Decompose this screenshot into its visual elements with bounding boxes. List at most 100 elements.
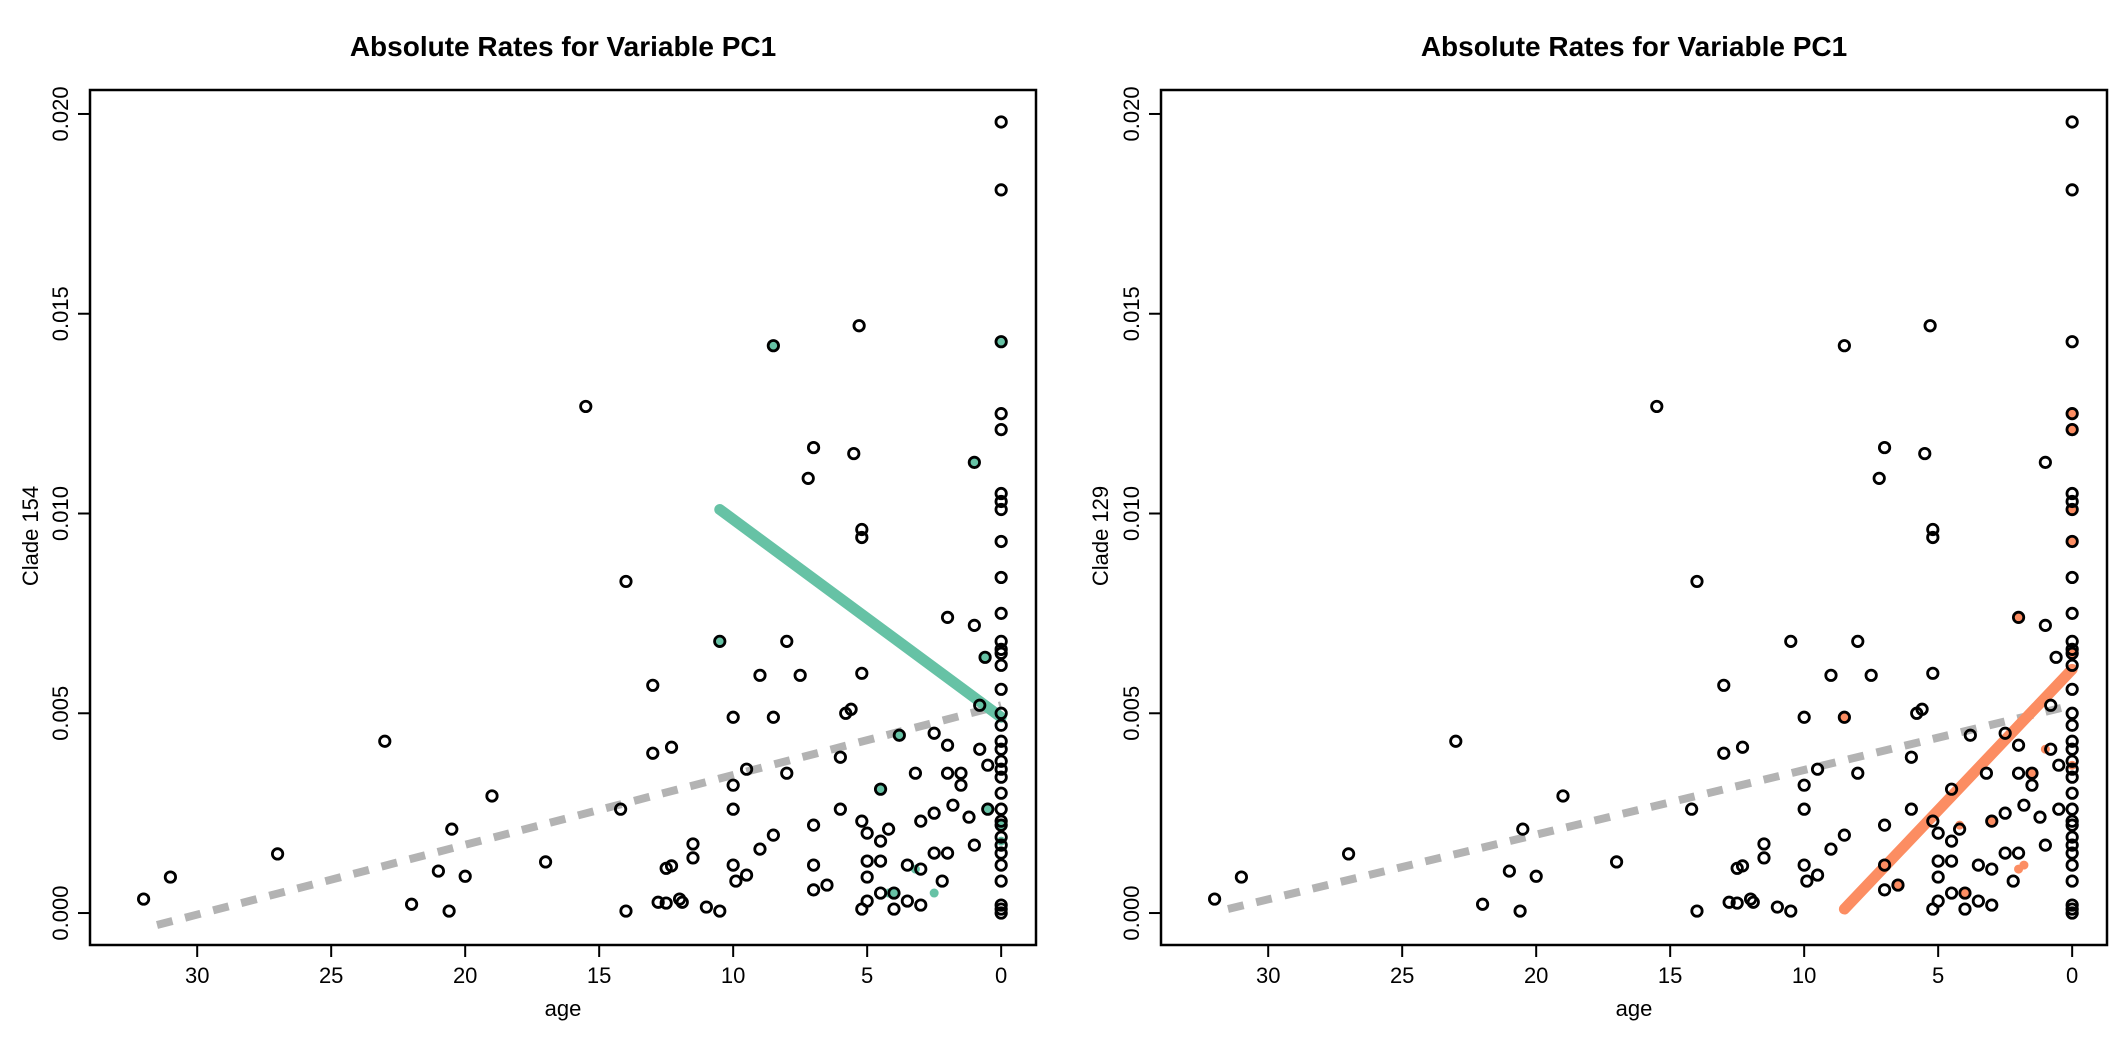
data-point [2065,858,2079,872]
data-point [2038,618,2052,632]
data-point [651,895,665,909]
data-point [962,810,976,824]
data-point [2065,606,2079,620]
data-point [1944,782,1959,796]
data-point [2065,335,2079,349]
data-point [1953,822,1967,836]
highlighted-point-fill [1839,712,1849,722]
data-point [1971,858,1985,872]
x-axis-label: age [1616,996,1653,1021]
data-point [1341,847,1356,861]
data-point [726,858,740,872]
data-point [994,570,1008,585]
data-point [914,814,928,828]
data-point [2065,634,2079,648]
data-point [873,782,888,796]
y-axis-label: Clade 154 [18,486,43,586]
data-point [2065,502,2079,517]
data-point [981,758,995,772]
data-point [2025,778,2039,792]
data-point [766,828,780,842]
data-point [2065,874,2079,888]
data-point [994,830,1008,844]
data-point [994,742,1008,756]
data-point [887,902,901,916]
data-point [994,706,1008,720]
highlighted-point-fill [969,457,979,467]
data-point [579,399,593,414]
highlighted-point-fill [2027,768,2037,778]
data-point [1824,842,1838,856]
data-point [981,802,995,816]
data-point [1926,666,1940,680]
data-point [729,874,743,888]
data-point [445,822,459,836]
data-point [780,634,794,648]
data-point [927,726,941,740]
data-point [873,854,888,868]
data-point [619,574,633,589]
data-point [136,892,151,906]
data-point [2065,786,2079,800]
data-point [806,858,821,872]
data-point [739,868,754,882]
y-tick-label: 0.020 [48,86,73,141]
x-tick-label: 10 [1792,963,1816,988]
highlighted-point-fill [929,888,939,898]
data-point [914,862,928,876]
data-point [1998,726,2012,740]
data-point [1757,851,1771,865]
data-point [1556,789,1570,803]
clade-trend-line [714,504,1007,723]
data-point [973,698,987,712]
data-point [1502,864,1516,878]
data-point [873,834,888,848]
data-point [806,818,821,832]
data-point [855,666,869,680]
data-point [994,770,1008,784]
data-point [664,859,679,873]
data-point [967,455,981,469]
data-point [2065,115,2079,129]
data-point [1824,668,1838,682]
data-point [753,842,767,856]
data-point [994,658,1008,672]
data-point [1985,898,1999,912]
data-point [1234,870,1248,884]
data-point [1800,874,1814,888]
data-point [994,906,1008,920]
data-point [892,728,906,742]
data-point [699,900,713,914]
data-point [686,851,700,865]
data-point [914,898,928,912]
x-tick-label: 0 [2066,963,2078,988]
data-point [1931,826,1945,840]
highlighted-point-fill [996,337,1006,347]
data-point [726,802,740,816]
data-point [2017,798,2031,812]
data-point [946,798,960,812]
data-point [646,746,660,760]
data-point [1926,902,1940,916]
x-tick-label: 25 [319,963,343,988]
data-point [1904,750,1918,764]
data-point [2065,906,2079,920]
data-point [994,646,1008,660]
data-point [1609,855,1624,869]
data-point [1717,746,1731,760]
data-point [820,878,834,892]
data-point [1722,895,1736,909]
data-point [2065,734,2079,748]
data-point [2049,650,2063,664]
data-point [994,335,1008,349]
y-tick-label: 0.000 [48,886,73,941]
data-point [1475,897,1490,911]
data-point [1690,574,1704,589]
data-point [1784,634,1798,648]
data-point [1730,896,1744,910]
data-point [994,838,1008,852]
data-point [1944,834,1959,848]
data-point [873,886,888,900]
data-point [2065,762,2079,776]
